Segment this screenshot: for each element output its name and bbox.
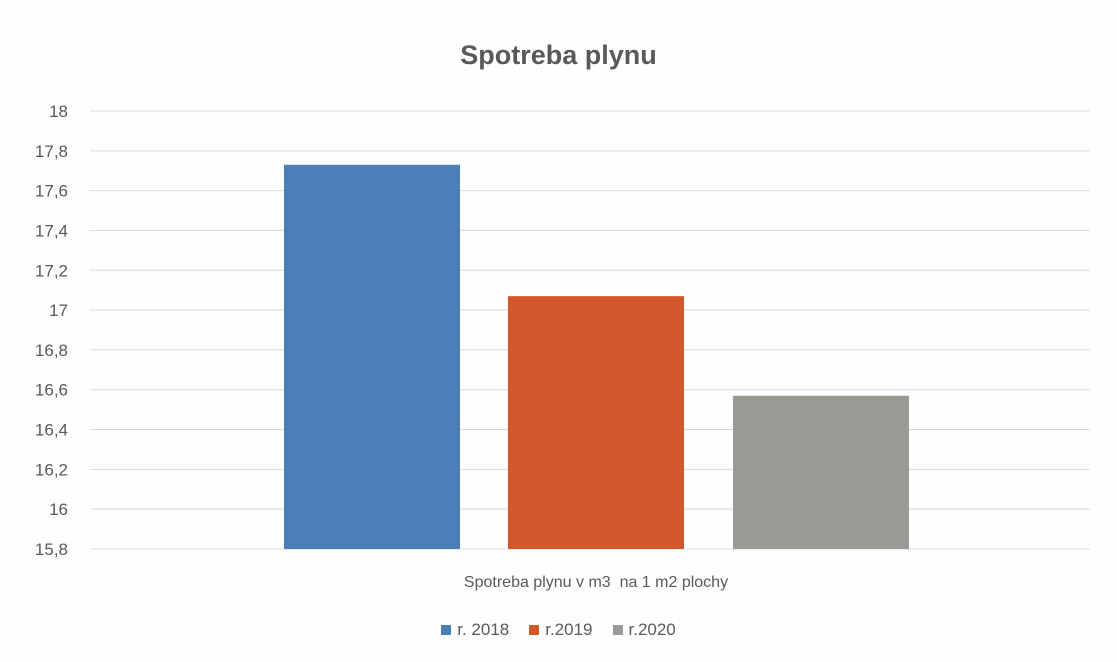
y-tick-label: 17,8 — [35, 142, 68, 161]
y-tick-label: 16,4 — [35, 421, 68, 440]
chart-legend: r. 2018 r.2019 r.2020 — [0, 620, 1117, 640]
y-tick-label: 17 — [49, 301, 68, 320]
y-tick-label: 16,8 — [35, 341, 68, 360]
y-tick-label: 16,2 — [35, 460, 68, 479]
legend-item: r.2020 — [612, 620, 676, 640]
y-tick-label: 15,8 — [35, 540, 68, 559]
y-tick-label: 16,6 — [35, 381, 68, 400]
legend-swatch — [529, 625, 540, 635]
bar-r-2020 — [733, 395, 909, 549]
legend-label: r. 2018 — [457, 620, 510, 639]
legend-item: r. 2018 — [441, 620, 509, 640]
x-category-label: Spotreba plynu v m3 na 1 m2 plochy — [464, 574, 728, 591]
y-tick-label: 16 — [49, 500, 68, 519]
legend-swatch — [612, 625, 623, 635]
chart-title: Spotreba plynu — [460, 40, 657, 70]
bar-r-2018 — [284, 164, 460, 549]
legend-item: r.2019 — [529, 620, 593, 640]
y-tick-label: 17,2 — [35, 261, 68, 280]
legend-label: r.2019 — [545, 620, 593, 639]
y-tick-label: 18 — [49, 102, 68, 121]
legend-swatch — [441, 625, 452, 635]
bar-r-2019 — [508, 296, 684, 549]
legend-label: r.2020 — [628, 620, 676, 639]
y-tick-label: 17,6 — [35, 182, 68, 201]
y-tick-label: 17,4 — [35, 221, 68, 240]
